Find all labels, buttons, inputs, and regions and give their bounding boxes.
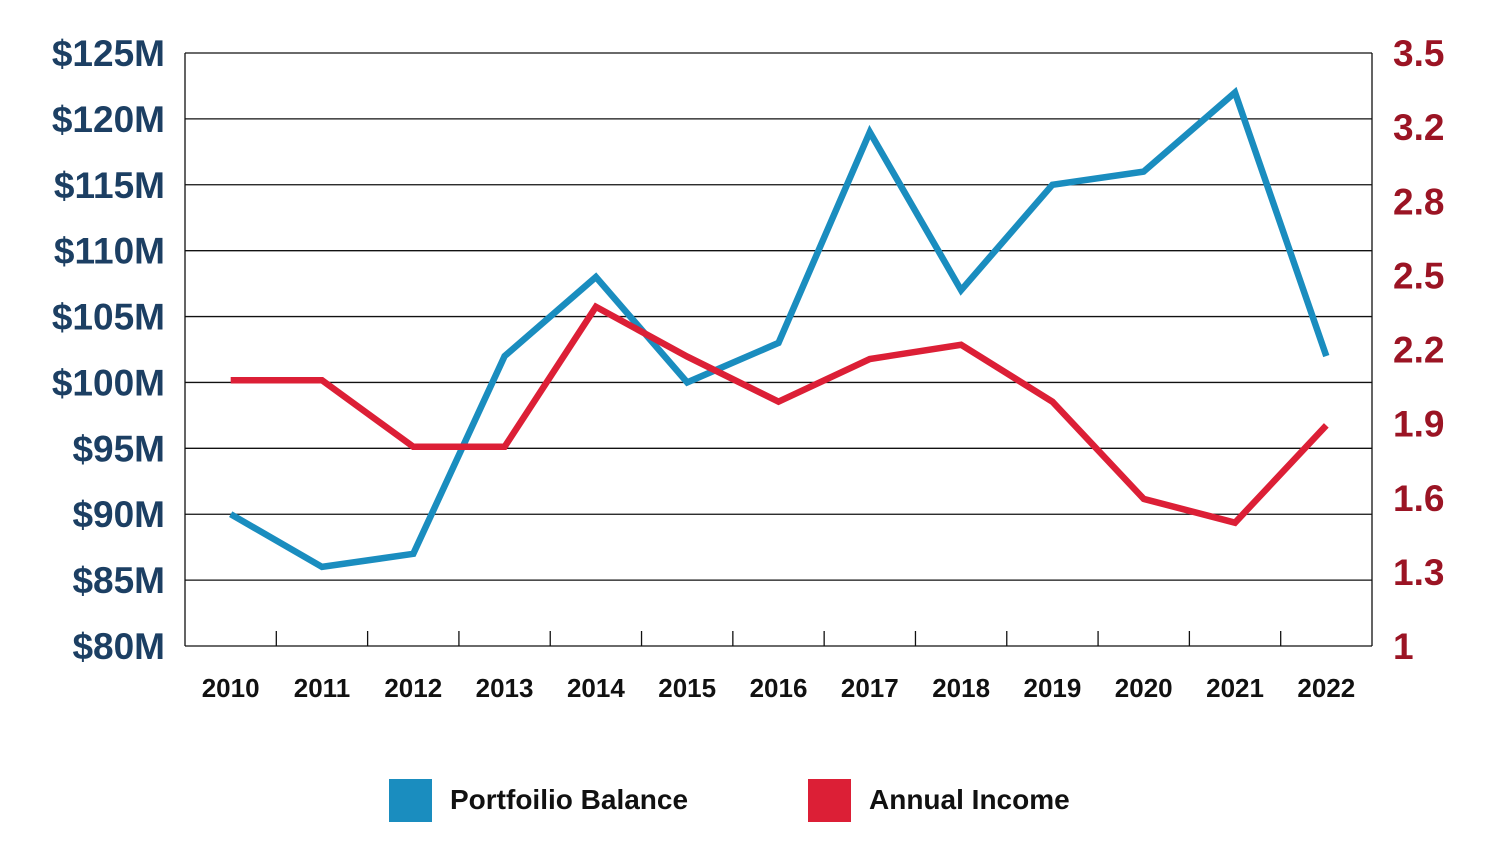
y-right-tick-label: 3.5 (1393, 33, 1444, 74)
x-tick-label: 2014 (567, 673, 625, 703)
y-left-tick-label: $85M (72, 560, 165, 601)
y-right-tick-label: 3.2 (1393, 107, 1444, 148)
legend-label-balance: Portfoilio Balance (450, 784, 689, 815)
x-tick-label: 2017 (841, 673, 899, 703)
y-left-tick-label: $120M (52, 99, 165, 140)
y-left-tick-label: $105M (52, 297, 165, 338)
x-tick-label: 2010 (202, 673, 260, 703)
y-left-tick-label: $95M (72, 428, 165, 469)
legend-label-income: Annual Income (869, 784, 1070, 815)
x-tick-label: 2018 (932, 673, 990, 703)
series-line-portfolio-balance (229, 86, 1330, 571)
x-tick-label: 2016 (750, 673, 808, 703)
y-left-tick-label: $125M (52, 33, 165, 74)
x-tick-label: 2015 (658, 673, 716, 703)
y-right-tick-label: 2.2 (1393, 330, 1444, 371)
legend-item-income: Annual Income (808, 778, 1070, 822)
x-axis-ticks: 2010 2011 2012 2013 2014 2015 2016 2017 2018 2019… (202, 673, 1356, 703)
legend: Portfoilio Balance Annual Income (0, 778, 1500, 828)
grid-layer (184, 52, 1373, 647)
y-left-tick-label: $90M (72, 494, 165, 535)
x-tick-label: 2020 (1115, 673, 1173, 703)
legend-swatch-income (808, 778, 851, 822)
y-left-tick-label: $100M (52, 362, 165, 403)
y-right-tick-label: 1 (1393, 626, 1414, 667)
y-left-tick-label: $80M (72, 626, 165, 667)
y-right-tick-label: 1.6 (1393, 478, 1444, 519)
legend-item-balance: Portfoilio Balance (389, 778, 688, 822)
y-right-tick-label: 1.9 (1393, 404, 1444, 445)
x-tick-label: 2012 (384, 673, 442, 703)
y-right-tick-label: 2.8 (1393, 181, 1444, 222)
x-tick-label: 2011 (294, 673, 350, 703)
left-axis-ticks: $80M $85M $90M $95M $100M $105M $110M $115M $120… (52, 33, 165, 667)
lines-layer (229, 86, 1330, 571)
y-left-tick-label: $115M (54, 165, 165, 206)
x-tick-label: 2013 (476, 673, 534, 703)
y-left-tick-label: $110M (54, 231, 165, 272)
right-axis-ticks: 1 1.3 1.6 1.9 2.2 2.5 2.8 3.2 3.5 (1393, 33, 1444, 667)
x-tick-label: 2019 (1024, 673, 1082, 703)
y-right-tick-label: 2.5 (1393, 255, 1444, 296)
y-right-tick-label: 1.3 (1393, 552, 1444, 593)
x-tick-label: 2021 (1206, 673, 1264, 703)
legend-swatch-balance (389, 778, 432, 822)
x-tick-label: 2022 (1297, 673, 1355, 703)
